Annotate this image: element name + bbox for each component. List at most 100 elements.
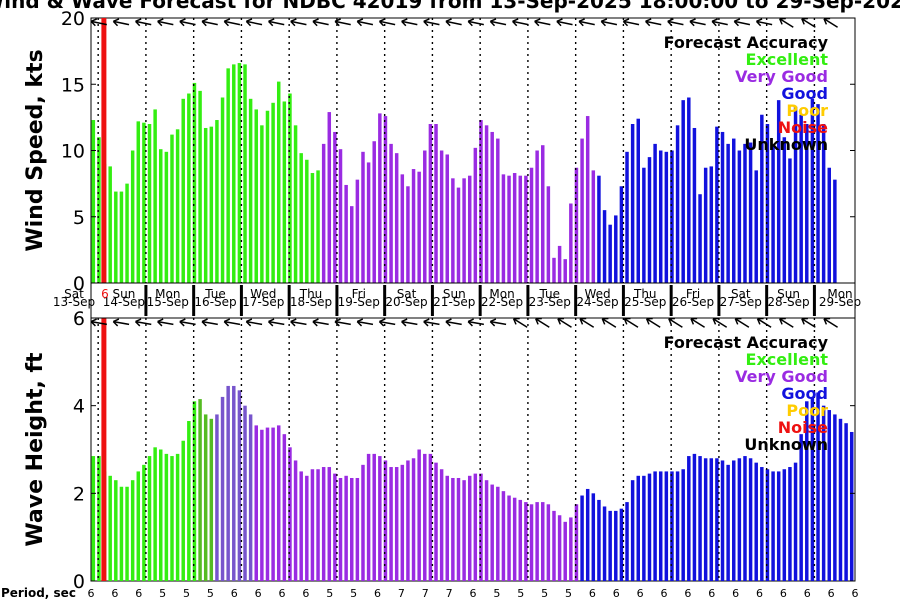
x-day-of-week: Mon xyxy=(827,287,852,301)
wave-bar xyxy=(720,460,725,581)
wind-bar xyxy=(642,167,646,283)
wind-wind-arrow xyxy=(112,18,130,27)
wave-legend-very-good: Very Good xyxy=(735,367,828,386)
wind-y-tick-label: 20 xyxy=(61,8,85,30)
wind-bar xyxy=(310,173,315,283)
wind-bar xyxy=(625,151,629,283)
wave-bar xyxy=(237,390,242,581)
wave-bar xyxy=(771,471,775,581)
wind-bar xyxy=(726,143,730,284)
wind-bar xyxy=(557,245,562,283)
wind-bar xyxy=(507,175,511,283)
wind-bar xyxy=(136,121,141,283)
wind-wind-arrow xyxy=(489,18,507,27)
wind-bar xyxy=(630,124,635,283)
wave-bar xyxy=(490,484,494,581)
wind-bar xyxy=(406,186,410,283)
period-value: 6 xyxy=(111,587,118,600)
period-value: 5 xyxy=(565,587,572,600)
wind-bar xyxy=(636,118,640,283)
wind-bar xyxy=(192,82,197,284)
wind-bar xyxy=(383,116,388,283)
wave-bar xyxy=(321,467,326,581)
wind-bar xyxy=(293,125,298,283)
wind-bar xyxy=(692,127,697,283)
wave-wind-arrow xyxy=(267,318,285,327)
wave-y-tick-label: 6 xyxy=(73,308,85,330)
wind-bar xyxy=(389,143,393,284)
wind-wind-arrow xyxy=(378,18,396,27)
period-value: 6 xyxy=(804,587,811,600)
wave-bar xyxy=(647,473,652,581)
wave-bar xyxy=(782,469,787,581)
wind-bar xyxy=(687,97,691,283)
wind-bar xyxy=(614,215,618,283)
wind-wind-arrow xyxy=(135,18,152,27)
wind-wind-arrow xyxy=(512,18,529,27)
wave-bar xyxy=(838,418,843,581)
wind-bar xyxy=(720,131,725,283)
wind-legend-poor: Poor xyxy=(786,101,828,120)
wave-bar xyxy=(114,480,118,581)
wind-bar xyxy=(552,257,556,283)
wave-bar xyxy=(198,399,202,581)
period-value: 6 xyxy=(613,587,620,600)
wind-bar xyxy=(776,100,781,284)
wave-bar xyxy=(569,517,573,581)
wave-bar xyxy=(265,427,270,581)
wave-bar xyxy=(423,453,427,581)
wave-bar xyxy=(552,510,556,581)
x-date-label: 14-Sep xyxy=(103,295,145,309)
wave-wind-arrow xyxy=(334,318,351,327)
wind-bar xyxy=(142,122,146,284)
wind-bar xyxy=(417,171,421,283)
wind-bar xyxy=(760,114,764,283)
wave-legend-noise: Noise xyxy=(778,418,828,437)
wave-bar xyxy=(192,401,197,581)
period-value: 6 xyxy=(780,587,787,600)
wave-bar xyxy=(350,477,354,581)
wave-bar xyxy=(541,502,545,581)
wind-bar xyxy=(372,141,376,283)
wind-bar xyxy=(788,158,792,283)
wave-bar xyxy=(692,453,697,581)
wind-bar xyxy=(793,106,798,284)
wave-bar xyxy=(119,486,124,581)
wave-bar xyxy=(849,431,854,581)
x-day-of-week: Thu xyxy=(299,287,323,301)
wind-bar xyxy=(215,120,219,283)
wind-bar xyxy=(265,110,270,283)
wave-y-axis-label: Wave Height, ft xyxy=(23,352,48,547)
wind-legend-unknown: Unknown xyxy=(744,135,828,154)
wind-y-tick-label: 15 xyxy=(61,74,85,96)
x-day-of-week: Sun xyxy=(777,287,800,301)
wave-legend-excellent: Excellent xyxy=(746,350,829,369)
wave-bar xyxy=(776,471,781,581)
wind-wind-arrow xyxy=(467,18,484,27)
wave-bar xyxy=(793,462,798,581)
wave-wind-arrow xyxy=(157,318,174,327)
wind-legend-noise: Noise xyxy=(778,118,828,137)
wave-bar xyxy=(226,385,230,581)
wave-bar xyxy=(563,521,567,581)
wind-bar xyxy=(833,179,837,283)
x-date-label: 17-Sep xyxy=(242,295,284,309)
wind-wind-arrow xyxy=(733,18,751,27)
wave-bar xyxy=(220,396,225,581)
wind-bar xyxy=(574,167,579,283)
x-day-of-week: Mon xyxy=(489,287,514,301)
x-date-label: 28-Sep xyxy=(767,295,809,309)
wave-bar xyxy=(389,467,393,581)
wave-bar xyxy=(445,475,449,581)
x-date-label: 16-Sep xyxy=(194,295,236,309)
wave-bar xyxy=(805,401,809,581)
period-value: 6 xyxy=(708,587,715,600)
wave-legend-unknown: Unknown xyxy=(744,435,828,454)
x-date-label: 29-Sep xyxy=(819,295,861,309)
wave-y-tick-label: 4 xyxy=(73,396,85,418)
wind-bar xyxy=(423,150,427,283)
wind-bar xyxy=(338,149,343,283)
wave-bar xyxy=(816,392,820,581)
wind-bar xyxy=(282,101,287,283)
wind-bar xyxy=(816,104,820,284)
